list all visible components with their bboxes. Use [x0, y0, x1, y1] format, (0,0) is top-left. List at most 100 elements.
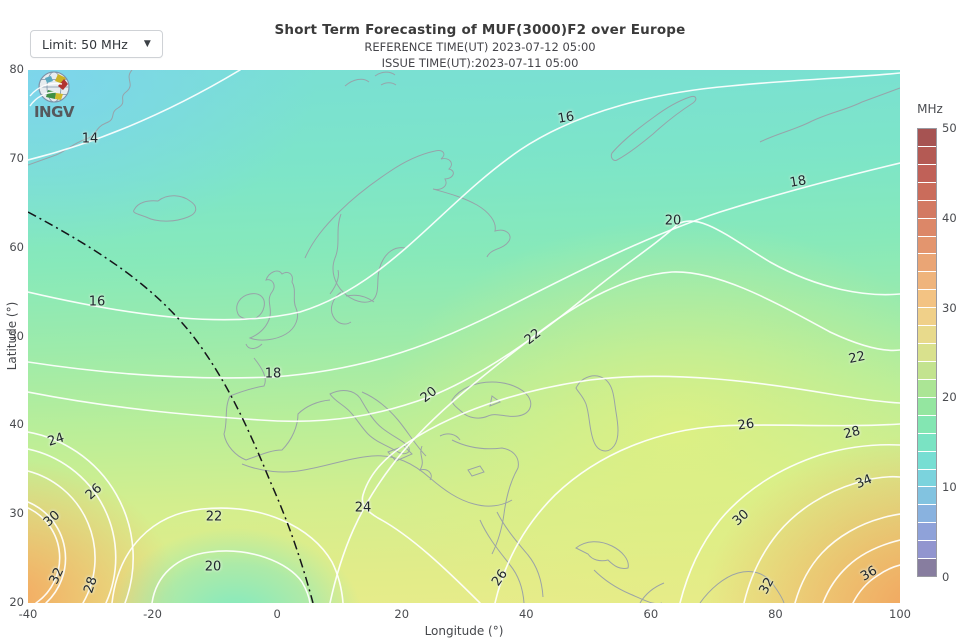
colorbar-tick-label: 40	[942, 210, 957, 225]
colorbar-tick-label: 50	[942, 121, 957, 135]
ingv-logo: INGV	[29, 71, 75, 121]
y-tick-label: 30	[9, 506, 24, 521]
colorbar-segment	[918, 433, 936, 451]
issue-time: ISSUE TIME(UT):2023-07-11 05:00	[381, 56, 579, 70]
coast-balkans-greece	[361, 391, 461, 481]
coast-scandinavia	[304, 150, 511, 259]
y-axis-title: Latitude (°)	[5, 301, 19, 371]
contour-36	[852, 564, 900, 603]
limit-dropdown[interactable]: Limit: 50 MHz ▼	[30, 30, 163, 58]
colorbar: MHz 50 40 30 20 10 0	[917, 102, 957, 584]
colorbar-segment	[918, 487, 936, 505]
y-tick-label: 60	[9, 239, 24, 254]
colorbar-segment	[918, 361, 936, 379]
x-tick-label: -20	[143, 607, 162, 621]
contour-34	[822, 539, 900, 603]
colorbar-tick-label: 30	[942, 300, 957, 315]
colorbar-segment	[918, 469, 936, 487]
coast-france-iberia	[223, 343, 331, 461]
contour-26	[494, 423, 900, 603]
coast-italy	[329, 390, 410, 455]
chevron-down-icon: ▼	[143, 39, 151, 49]
colorbar-tick-label: 20	[942, 390, 957, 405]
colorbar-segment	[918, 326, 936, 344]
colorbar-segment	[918, 541, 936, 559]
x-tick-label: 20	[394, 607, 410, 621]
y-tick-label: 80	[9, 62, 24, 76]
solar-terminator-line	[28, 211, 314, 603]
contour-24	[361, 375, 900, 603]
colorbar-segment	[918, 236, 936, 254]
contour-32-sw	[28, 507, 61, 603]
contour-28-sw	[28, 470, 96, 603]
ingv-globe-icon	[29, 71, 70, 107]
contour-28	[679, 443, 900, 603]
contour-22-pocket	[111, 507, 344, 603]
header: Short Term Forecasting of MUF(3000)F2 ov…	[0, 22, 960, 70]
coast-anatolia	[451, 439, 519, 469]
colorbar-segment	[918, 344, 936, 361]
coast-arctic-russia	[759, 87, 900, 143]
coast-greenland	[28, 70, 133, 166]
contour-30	[743, 475, 900, 603]
coast-svalbard	[344, 71, 397, 87]
colorbar-gradient	[917, 128, 937, 577]
contour-lines	[28, 70, 900, 603]
coast-cyprus	[467, 465, 485, 477]
colorbar-segment	[918, 164, 936, 182]
colorbar-tick-label: 10	[942, 480, 957, 495]
colorbar-unit-label: MHz	[917, 102, 943, 116]
colorbar-segment	[918, 254, 936, 272]
coast-ireland	[236, 293, 265, 320]
coast-novaya-zemlya	[610, 96, 697, 161]
coast-denmark	[329, 269, 375, 303]
x-tick-label: 0	[273, 607, 281, 621]
muf-contour-map: 14 16 18 20 16 18 20 22 22 24 26 30 22 24 26 28 34 30 20 32…	[28, 70, 900, 603]
colorbar-segment	[918, 272, 936, 290]
coast-persian-gulf	[575, 541, 662, 603]
colorbar-segment	[918, 523, 936, 541]
page-title: Short Term Forecasting of MUF(3000)F2 ov…	[274, 22, 686, 38]
colorbar-segment	[918, 451, 936, 469]
colorbar-segment	[918, 559, 936, 577]
colorbar-segment	[918, 290, 936, 308]
coast-britain	[248, 270, 299, 341]
colorbar-tick-label: 0	[942, 570, 950, 584]
coastlines	[28, 70, 900, 603]
limit-dropdown-value: Limit: 50 MHz	[42, 36, 128, 52]
colorbar-segment	[918, 397, 936, 415]
y-tick-label: 70	[9, 150, 24, 165]
x-tick-label: 40	[518, 607, 534, 621]
contour-14	[28, 70, 241, 161]
x-tick-label: 80	[768, 607, 783, 621]
coast-levant	[491, 467, 519, 555]
coast-north-africa	[241, 455, 513, 507]
map-canvas	[28, 70, 900, 603]
contour-20-pocket	[151, 550, 311, 603]
x-tick-label: 60	[643, 607, 659, 621]
x-axis-title: Longitude (°)	[424, 624, 504, 638]
contour-22	[329, 271, 900, 603]
colorbar-segment	[918, 218, 936, 236]
contour-18	[28, 162, 900, 379]
ingv-logo-text: INGV	[34, 103, 75, 121]
coast-red-sea	[479, 511, 544, 603]
x-tick-label: 100	[889, 607, 911, 621]
colorbar-segment	[918, 505, 936, 523]
colorbar-segment	[918, 200, 936, 218]
coast-baltic	[330, 213, 406, 325]
contour-30-sw	[28, 501, 67, 603]
coast-iceland	[133, 195, 197, 222]
colorbar-segment	[918, 182, 936, 200]
contour-32	[794, 513, 900, 603]
contour-24-sw	[28, 431, 134, 603]
colorbar-segment	[918, 379, 936, 397]
colorbar-segment	[918, 415, 936, 433]
contour-16	[28, 72, 900, 321]
y-tick-label: 50	[9, 328, 24, 343]
coast-black-sea	[451, 381, 532, 419]
coast-india	[639, 570, 785, 603]
colorbar-segment	[918, 129, 936, 146]
y-tick-label: 20	[9, 595, 24, 609]
